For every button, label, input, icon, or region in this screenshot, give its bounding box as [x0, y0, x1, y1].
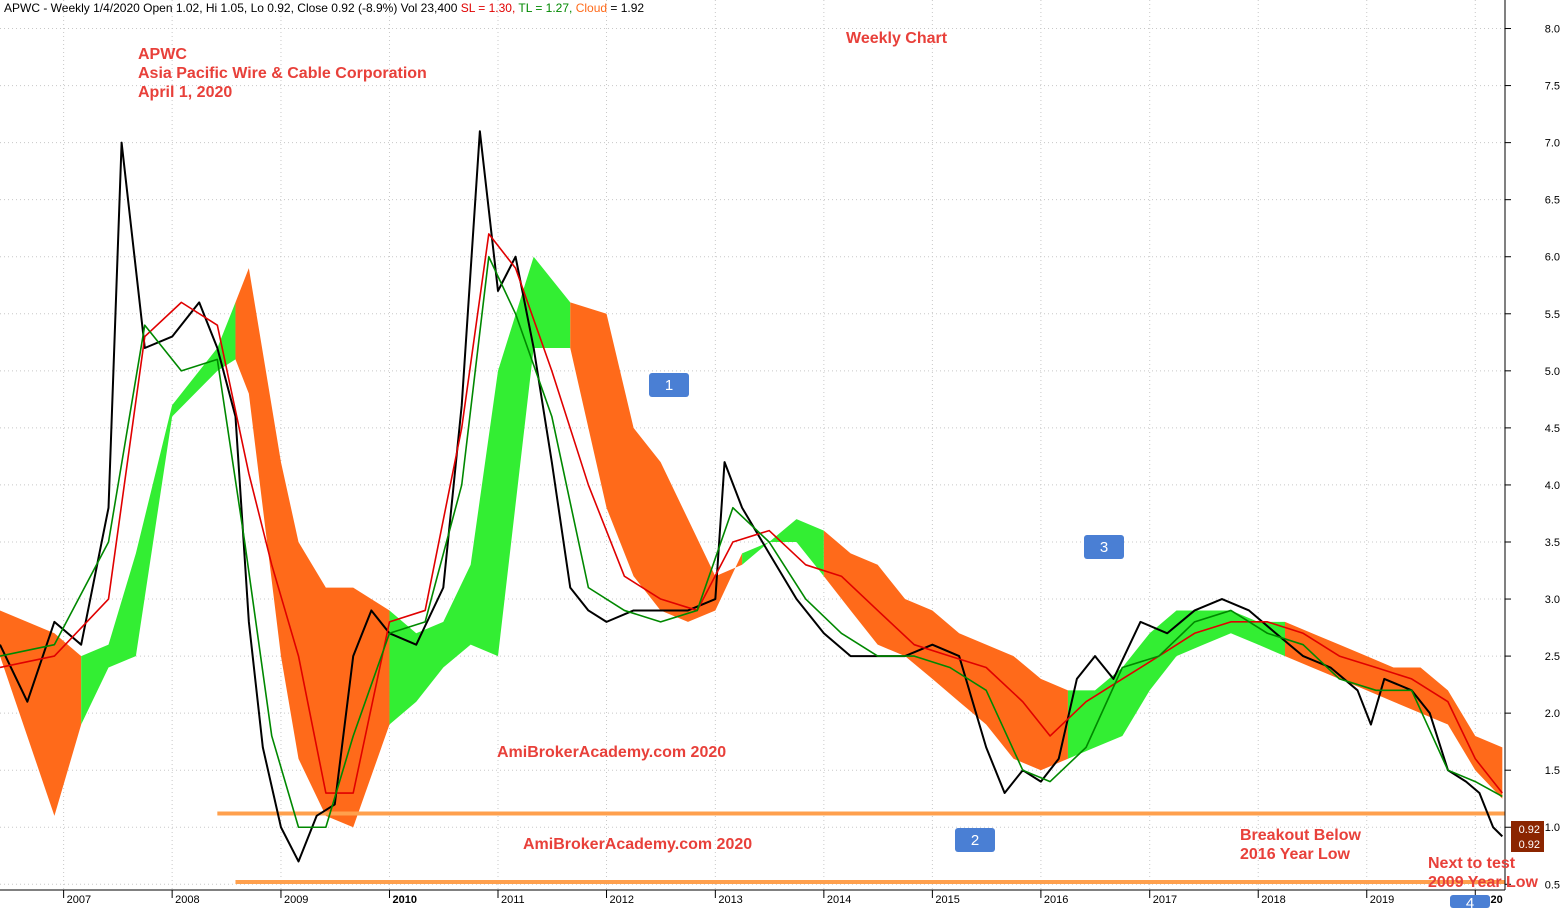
- y-tick-label-8: 4.5: [1545, 423, 1560, 435]
- y-tick-label-14: 7.5: [1545, 81, 1560, 93]
- y-tick-label-1: 1.0: [1545, 822, 1560, 834]
- y-tick-label-7: 4.0: [1545, 480, 1560, 492]
- ticker-label: APWC: [138, 46, 187, 63]
- x-tick-label-10: 2017: [1153, 894, 1177, 906]
- last-price-badge: 0.92 0.92: [1511, 821, 1544, 852]
- wave-label-1: 1: [649, 373, 689, 397]
- x-axis-ticks: 2007 2008 2009 2010 2011 2012 2013 2014 2015 2016…: [63, 890, 1503, 906]
- x-tick-label-11: 2018: [1261, 894, 1285, 906]
- y-tick-label-11: 6.0: [1545, 252, 1560, 264]
- y-tick-label-6: 3.5: [1545, 537, 1560, 549]
- series-lines: [0, 130, 1504, 863]
- wave-label-3: 3: [1084, 535, 1124, 559]
- x-tick-label-4: 2011: [501, 894, 525, 906]
- cloud-segment-0: [0, 610, 82, 816]
- x-tick-label-9: 2016: [1044, 894, 1068, 906]
- y-tick-label-9: 5.0: [1545, 366, 1560, 378]
- x-tick-label-6: 2013: [718, 894, 742, 906]
- y-tick-label-4: 2.5: [1545, 651, 1560, 663]
- x-tick-label-7: 2014: [827, 894, 851, 906]
- series-line-price: [0, 130, 1504, 863]
- cloud-segment-5: [742, 519, 824, 577]
- cloud-segment-4: [570, 302, 743, 622]
- cloud-segment-3: [389, 256, 571, 725]
- wave-label-3-text: 3: [1100, 539, 1108, 556]
- y-tick-label-12: 6.5: [1545, 195, 1560, 207]
- y-tick-label-3: 2.0: [1545, 708, 1560, 720]
- company-label: Asia Pacific Wire & Cable Corporation: [138, 65, 427, 82]
- y-axis-ticks: 0.5 1.0 1.5 2.0 2.5 3.0 3.5 4.0 4.5 5.0 5.5 6.0 6.5 7…: [1505, 24, 1560, 891]
- watermark-1: AmiBrokerAcademy.com 2020: [497, 744, 726, 761]
- wave-label-1-text: 1: [665, 377, 673, 394]
- grid-lines: [0, 0, 1505, 890]
- wave-label-4-text: 4: [1466, 895, 1474, 908]
- header-part-1: SL = 1.30,: [461, 1, 519, 15]
- y-tick-label-10: 5.5: [1545, 309, 1560, 321]
- header-part-2: TL = 1.27,: [518, 1, 575, 15]
- last-price-sl: 0.92: [1519, 824, 1540, 836]
- last-price-close: 0.92: [1519, 839, 1540, 851]
- header-part-3: Cloud: [576, 1, 607, 15]
- cloud-segment-1: [81, 302, 236, 725]
- wave-label-2-text: 2: [971, 832, 979, 849]
- x-tick-label-0: 2007: [67, 894, 91, 906]
- wave-label-4: 4: [1450, 895, 1490, 912]
- watermark-2: AmiBrokerAcademy.com 2020: [523, 836, 752, 853]
- x-tick-label-3: 2010: [392, 894, 416, 906]
- cloud-segment-2: [235, 268, 390, 828]
- next-test-note-2: 2009 Year Low: [1428, 874, 1539, 891]
- y-tick-label-2: 1.5: [1545, 765, 1560, 777]
- chart-kind-label: Weekly Chart: [846, 30, 948, 47]
- series-line-turning-line: [0, 255, 1503, 829]
- cloud-segment-8: [1284, 621, 1503, 799]
- series-line-standard-line: [0, 233, 1503, 794]
- header-part-4: = 1.92: [607, 1, 644, 15]
- x-tick-label-2: 2009: [284, 894, 308, 906]
- next-test-note-1: Next to test: [1428, 855, 1516, 872]
- date-label: April 1, 2020: [138, 84, 232, 101]
- y-tick-label-5: 3.0: [1545, 594, 1560, 606]
- x-tick-label-1: 2008: [175, 894, 199, 906]
- cloud-segment-7: [1067, 610, 1285, 759]
- x-tick-label-8: 2015: [935, 894, 959, 906]
- y-tick-label-0: 0.5: [1545, 879, 1560, 891]
- wave-label-2: 2: [955, 828, 995, 852]
- x-tick-label-5: 2012: [610, 894, 634, 906]
- y-tick-label-15: 8.0: [1545, 24, 1560, 36]
- x-tick-label-12: 2019: [1370, 894, 1394, 906]
- chart-header: APWC - Weekly 1/4/2020 Open 1.02, Hi 1.0…: [4, 1, 644, 15]
- header-part-0: APWC - Weekly 1/4/2020 Open 1.02, Hi 1.0…: [4, 1, 461, 15]
- axes: [0, 0, 1506, 891]
- breakout-note-2: 2016 Year Low: [1240, 846, 1351, 863]
- breakout-note-1: Breakout Below: [1240, 827, 1361, 844]
- y-tick-label-13: 7.0: [1545, 138, 1560, 150]
- support-lines: [217, 811, 1505, 885]
